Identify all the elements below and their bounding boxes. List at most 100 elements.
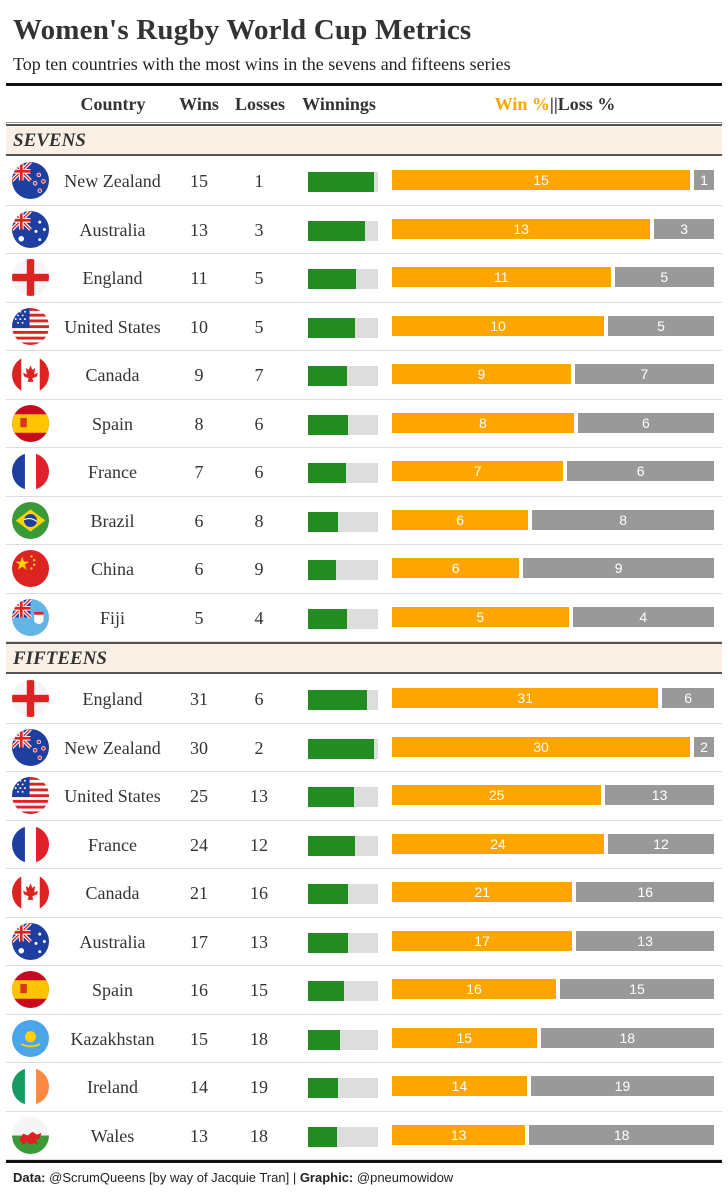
canada-flag-icon [12, 874, 49, 911]
section-label: SEVENS [13, 130, 86, 151]
table-row: United States 25 13 25 13 [6, 772, 722, 821]
header-country: Country [80, 94, 146, 114]
table-row: Canada 9 7 9 7 [6, 351, 722, 400]
win-pct-bar: 31 [392, 688, 659, 708]
spain-flag-icon [12, 404, 49, 442]
table-row: Fiji 5 4 5 4 [6, 594, 722, 642]
win-loss-bar: 13 18 [392, 1124, 714, 1145]
wales-flag-icon [12, 1116, 49, 1154]
country-name: Kazakhstan [70, 1028, 155, 1049]
australia-flag-icon [12, 210, 49, 248]
win-loss-bar: 21 16 [392, 882, 714, 902]
ireland-flag-icon [12, 1068, 49, 1105]
country-name: United States [64, 786, 161, 806]
wins-value: 25 [190, 786, 208, 806]
table-row: Spain 16 15 16 15 [6, 966, 722, 1015]
losses-value: 12 [250, 834, 268, 855]
top-rule [6, 83, 722, 86]
losses-value: 13 [250, 931, 268, 952]
table-row: Kazakhstan 15 18 15 18 [6, 1015, 722, 1063]
country-name: New Zealand [64, 171, 161, 191]
united-states-flag-icon [12, 777, 49, 814]
canada-flag-icon [12, 356, 49, 393]
table-row: Australia 13 3 13 3 [6, 206, 722, 254]
win-pct-bar: 9 [392, 364, 571, 384]
loss-pct-bar: 3 [654, 218, 714, 239]
win-loss-bar: 15 1 [392, 170, 714, 190]
wins-value: 14 [190, 1077, 208, 1097]
losses-value: 4 [254, 607, 264, 628]
spain-flag-icon [12, 971, 49, 1008]
country-name: China [91, 559, 134, 579]
china-flag-icon [12, 550, 49, 587]
country-name: England [82, 689, 143, 709]
win-pct-bar: 24 [392, 833, 604, 854]
section-header-sevens: SEVENS [6, 124, 722, 156]
losses-value: 16 [250, 883, 268, 903]
wins-value: 5 [194, 607, 204, 628]
new-zealand-flag-icon [12, 162, 49, 199]
country-name: France [88, 834, 137, 855]
chart-title: Women's Rugby World Cup Metrics [13, 14, 472, 46]
winnings-bar [308, 317, 355, 338]
table-row: Canada 21 16 21 16 [6, 869, 722, 918]
chart-subtitle: Top ten countries with the most wins in … [13, 54, 511, 74]
wins-value: 6 [194, 510, 204, 531]
winnings-bar [308, 1078, 338, 1098]
country-name: Canada [85, 365, 140, 385]
wins-value: 11 [190, 268, 208, 288]
wins-value: 10 [190, 316, 208, 337]
winnings-track [308, 220, 378, 241]
france-flag-icon [12, 453, 49, 490]
country-name: United States [64, 316, 161, 337]
wins-value: 21 [190, 883, 208, 903]
winnings-bar [308, 690, 367, 710]
winnings-track [308, 1029, 378, 1050]
win-pct-bar: 15 [392, 1027, 537, 1048]
winnings-track [308, 172, 378, 192]
wins-value: 30 [190, 737, 208, 758]
winnings-bar [308, 981, 345, 1001]
loss-pct-bar: 15 [560, 979, 714, 999]
winnings-bar [308, 835, 355, 856]
losses-value: 6 [254, 413, 264, 434]
losses-value: 2 [254, 737, 264, 758]
losses-value: 5 [254, 316, 264, 337]
england-flag-icon [12, 259, 49, 296]
loss-pct-bar: 6 [662, 688, 714, 708]
winnings-track [308, 738, 378, 759]
win-pct-bar: 25 [392, 785, 602, 805]
winnings-bar [308, 366, 348, 386]
win-pct-bar: 10 [392, 315, 604, 336]
header-winnings: Winnings [302, 94, 376, 114]
header-wins: Wins [179, 94, 219, 114]
table-row: Ireland 14 19 14 19 [6, 1063, 722, 1112]
bottom-rule [6, 1160, 722, 1163]
wins-value: 16 [190, 980, 208, 1000]
win-pct-bar: 13 [392, 1124, 526, 1145]
loss-pct-bar: 5 [614, 267, 714, 287]
loss-pct-bar: 9 [523, 558, 714, 578]
section-header-fifteens: FIFTEENS [6, 642, 722, 674]
win-pct-bar: 30 [392, 736, 691, 757]
losses-value: 1 [254, 171, 264, 191]
country-name: Wales [90, 1125, 135, 1146]
winnings-track [308, 463, 378, 483]
caption: Data: @ScrumQueens [by way of Jacquie Tr… [13, 1170, 454, 1185]
win-pct-bar: 17 [392, 930, 573, 951]
table-row: France 7 6 7 6 [6, 448, 722, 497]
win-pct-bar: 7 [392, 461, 564, 481]
winnings-track [308, 511, 378, 532]
winnings-track [308, 317, 378, 338]
header-rule [6, 122, 722, 123]
win-loss-bar: 17 13 [392, 930, 714, 951]
section-label: FIFTEENS [13, 648, 107, 669]
winnings-bar [308, 1126, 338, 1147]
winnings-bar [308, 414, 348, 435]
table-row: France 24 12 24 12 [6, 821, 722, 869]
loss-pct-bar: 8 [532, 509, 714, 530]
losses-value: 19 [250, 1077, 268, 1097]
win-loss-bar: 13 3 [392, 218, 714, 239]
country-name: Spain [91, 980, 133, 1000]
